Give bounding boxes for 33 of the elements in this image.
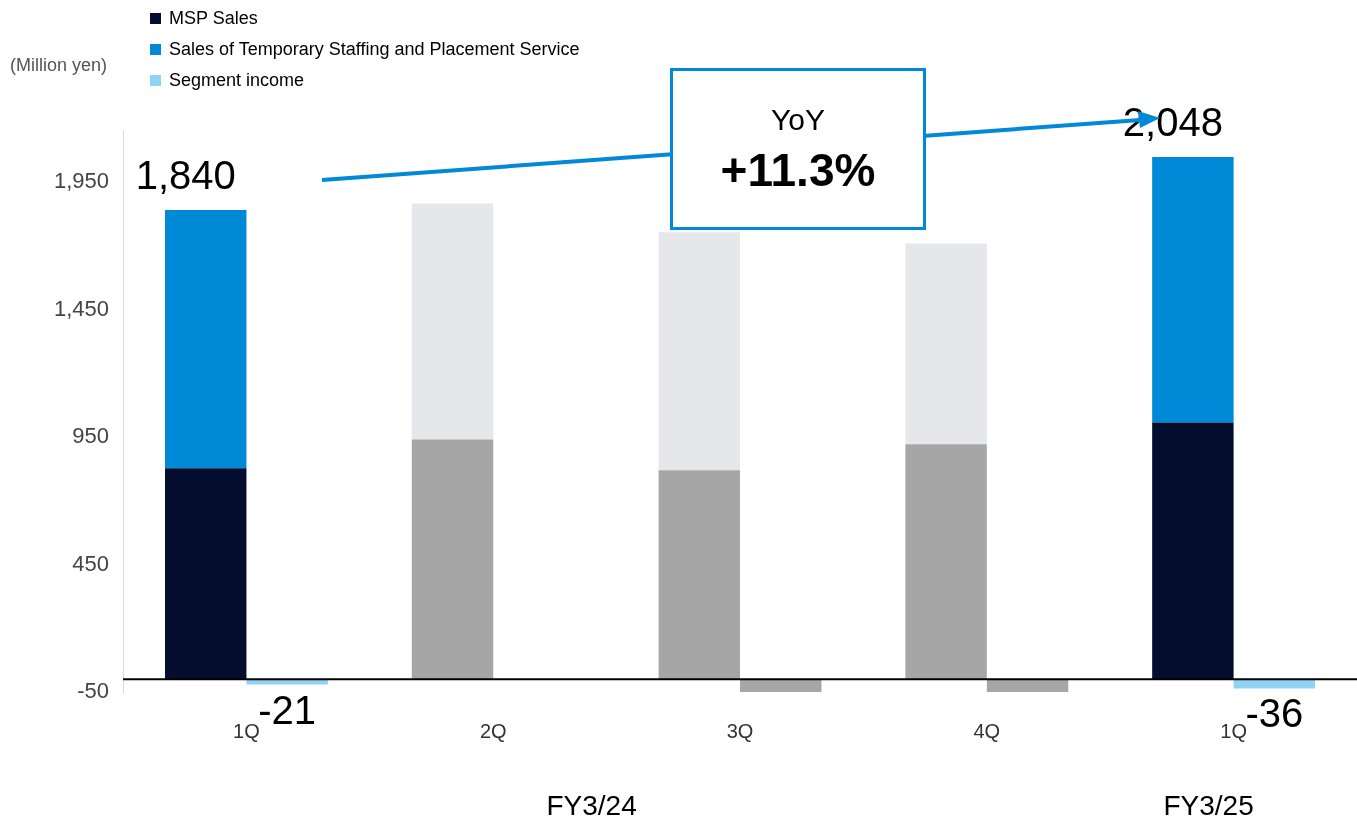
bar (1152, 157, 1234, 423)
x-tick-label: 1Q (233, 719, 260, 742)
text: FY3/24 (546, 790, 637, 822)
annotation: 2,048 (1122, 100, 1223, 145)
bar (411, 439, 494, 680)
text: FY3/25 (1163, 790, 1254, 822)
y-axis-title: (Million yen) (10, 55, 108, 76)
x-tick-label: 2Q (479, 719, 507, 742)
y-tick-label: 1,450 (53, 295, 110, 321)
annotation: YoY (770, 103, 826, 137)
x-tick-label: 4Q (973, 719, 1001, 742)
bar (411, 203, 494, 440)
data-label: -36 (1245, 691, 1304, 736)
bar (246, 679, 328, 685)
bar (905, 243, 987, 445)
legend-label: Sales of Temporary Staffing and Placement Service (168, 38, 580, 61)
bar (658, 232, 741, 471)
x-tick-label: 1Q (1220, 719, 1247, 742)
annotation: +11.3% (719, 143, 877, 197)
bar (658, 470, 741, 680)
y-tick-label: 450 (72, 550, 110, 576)
y-tick-label: -50 (77, 678, 110, 704)
x-tick-label: 3Q (726, 719, 754, 742)
legend-label: MSP Sales (168, 7, 259, 30)
annotation: 1,840 (135, 153, 236, 198)
y-tick-label: 950 (72, 423, 110, 449)
bar (1152, 422, 1234, 680)
bar (905, 444, 987, 680)
bar (165, 210, 247, 469)
bar (165, 468, 247, 680)
data-label: -21 (258, 687, 317, 732)
y-tick-label: 1,950 (53, 168, 110, 194)
legend-label: Segment income (168, 69, 306, 92)
